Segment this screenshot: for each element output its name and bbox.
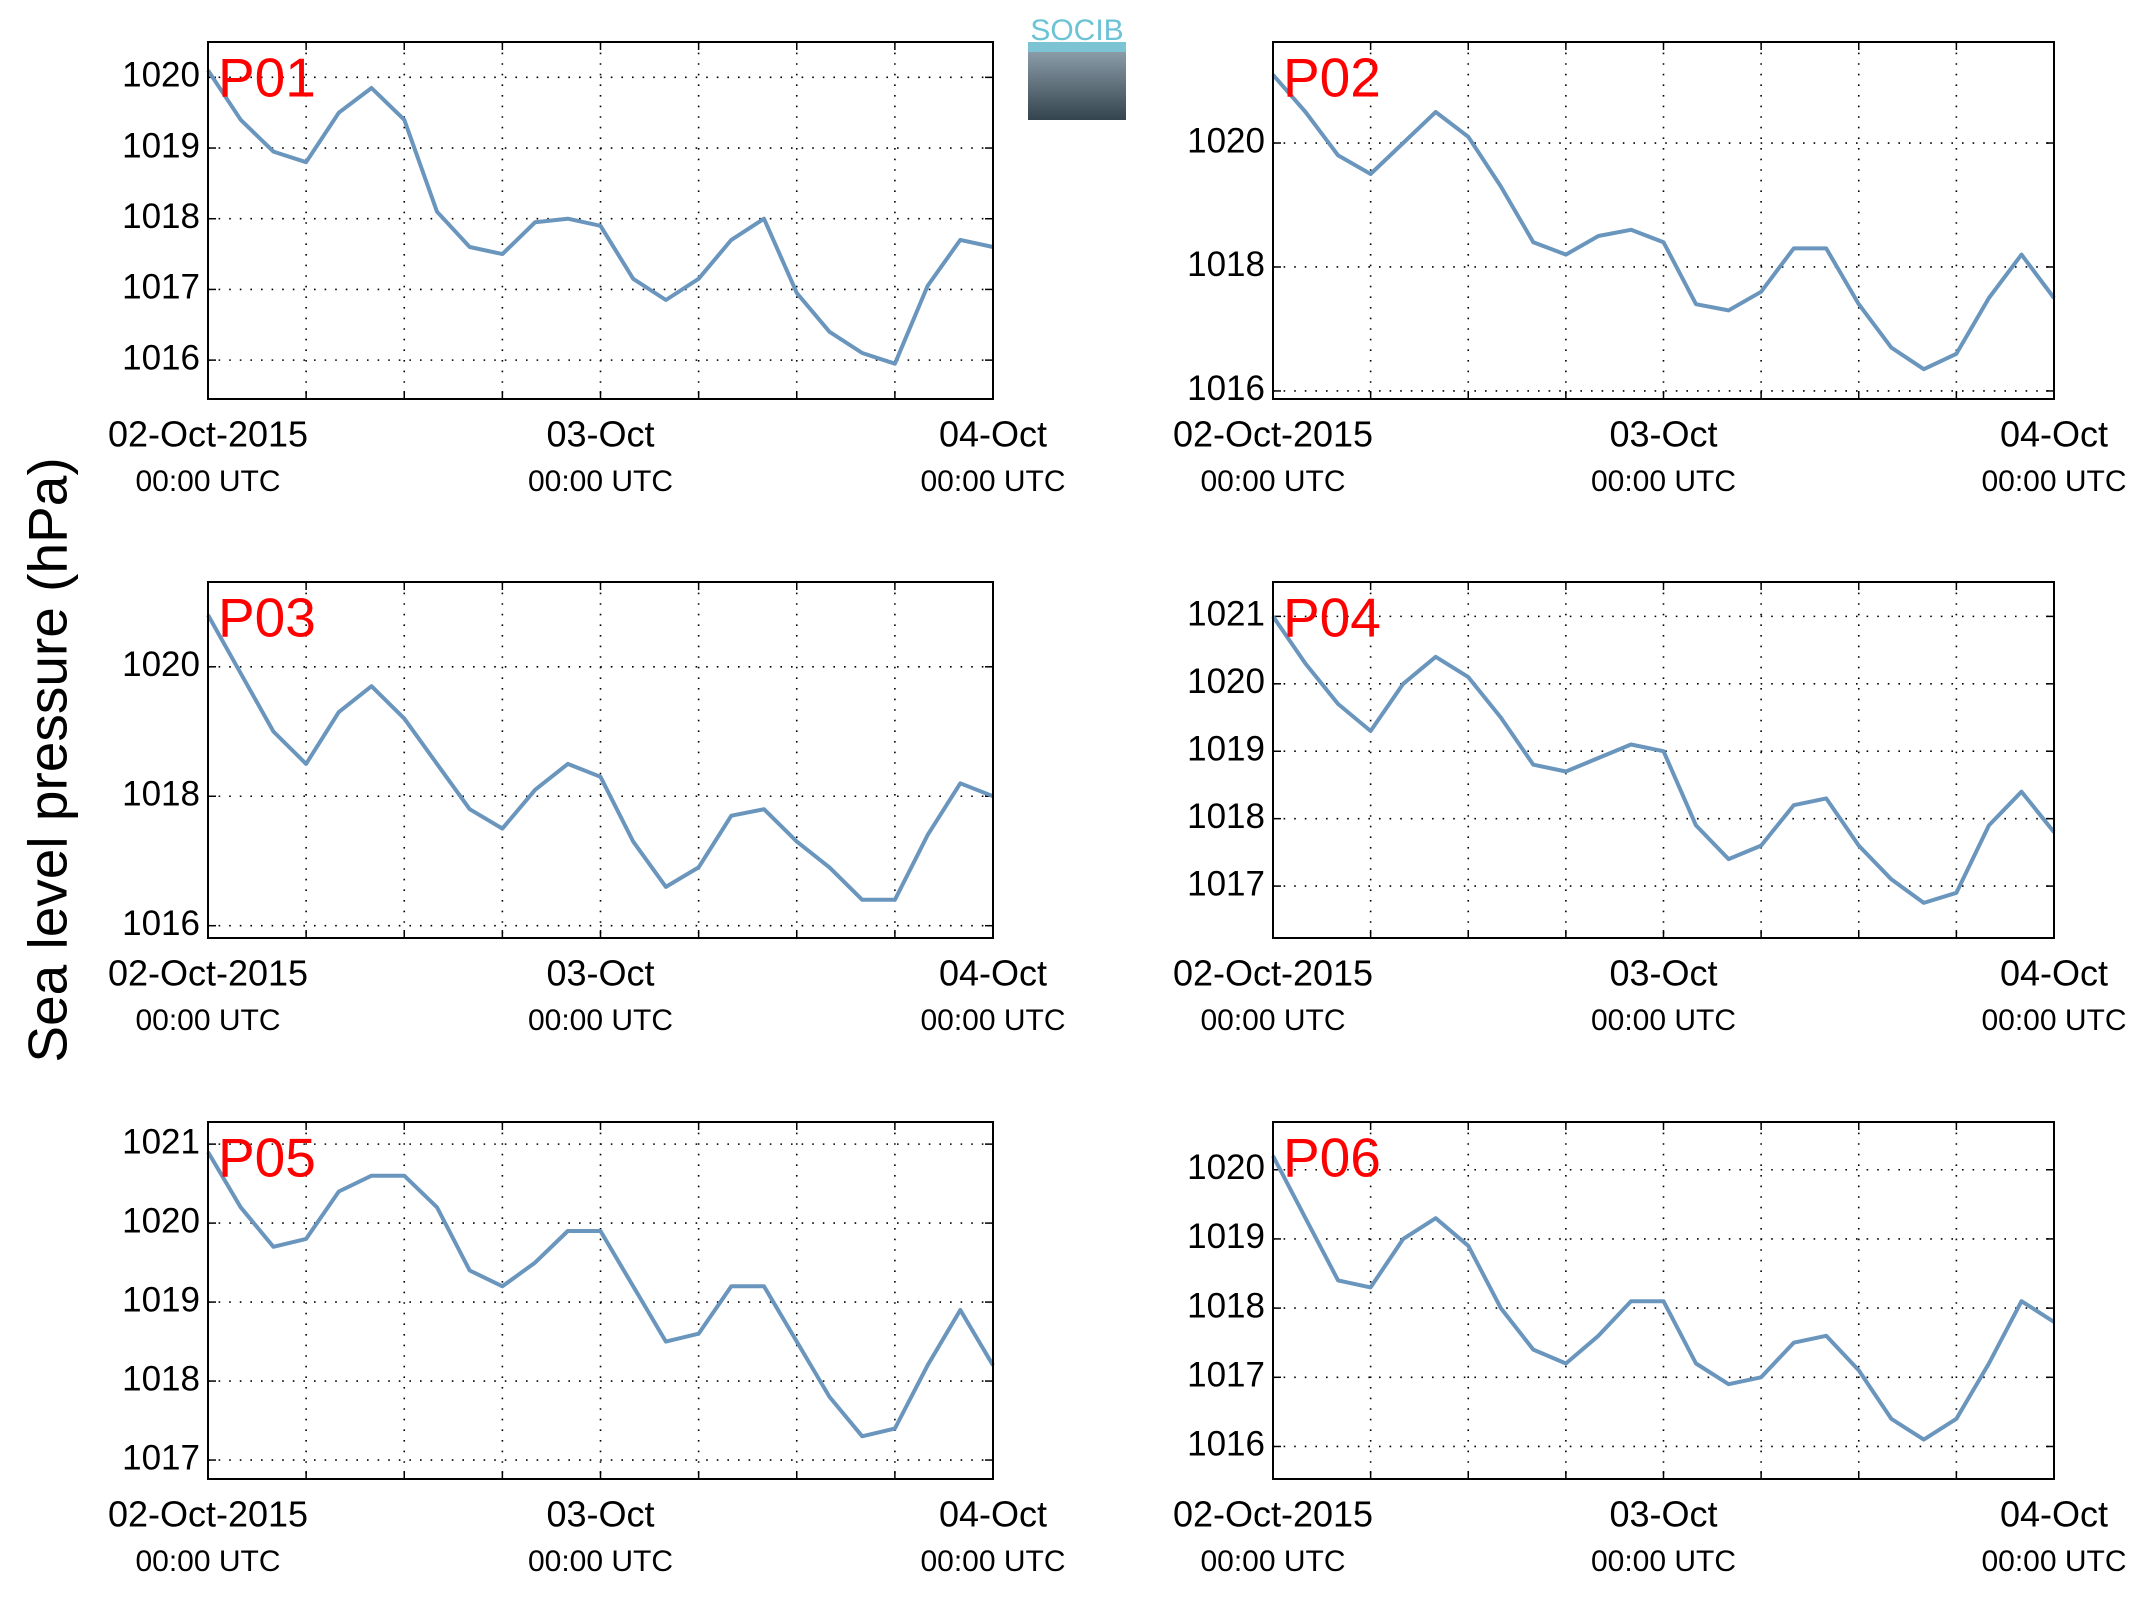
x-tick-label: 02-Oct-2015 (108, 1494, 308, 1535)
x-tick-label: 04-Oct (2000, 953, 2108, 994)
x-tick-label: 04-Oct (2000, 414, 2108, 455)
y-tick-label: 1021 (1187, 595, 1265, 634)
y-tick-label: 1019 (1187, 1217, 1265, 1256)
subplot: 1016 1017 1018 1019 1020 02-Oct-2015 00:00 UTC… (108, 41, 1066, 498)
x-tick-sublabel: 00:00 UTC (528, 1004, 673, 1037)
x-tick-sublabel: 00:00 UTC (1200, 1545, 1345, 1578)
y-tick-label: 1017 (1187, 1356, 1265, 1395)
x-tick-label: 03-Oct (1609, 414, 1717, 455)
logo: SOCIB (1028, 14, 1126, 120)
x-tick-sublabel: 00:00 UTC (1591, 1004, 1736, 1037)
plot-frame (1272, 41, 2055, 400)
x-tick-label: 02-Oct-2015 (1173, 414, 1373, 455)
x-tick-label: 02-Oct-2015 (108, 953, 308, 994)
x-tick-label: 03-Oct (546, 414, 654, 455)
logo-text: SOCIB (1030, 14, 1123, 47)
y-tick-label: 1017 (1187, 864, 1265, 903)
x-tick-sublabel: 00:00 UTC (920, 1545, 1065, 1578)
plot-frame (207, 1121, 994, 1480)
subplot: 1016 1017 1018 1019 1020 02-Oct-2015 00:00 UTC… (1173, 1121, 2127, 1578)
y-tick-label: 1018 (1187, 1286, 1265, 1325)
logo-wave (1028, 42, 1126, 52)
y-tick-label: 1018 (122, 197, 200, 236)
y-axis-label: Sea level pressure (hPa) (17, 457, 79, 1062)
x-tick-sublabel: 00:00 UTC (1591, 465, 1736, 498)
plot-frame (1272, 1121, 2055, 1480)
y-tick-label: 1016 (122, 338, 200, 377)
x-tick-label: 04-Oct (939, 1494, 1047, 1535)
x-tick-label: 02-Oct-2015 (1173, 1494, 1373, 1535)
subplot-title: P01 (218, 47, 316, 109)
y-tick-label: 1018 (1187, 245, 1265, 284)
x-tick-sublabel: 00:00 UTC (1591, 1545, 1736, 1578)
plot-frame (1272, 581, 2055, 939)
y-tick-label: 1017 (122, 268, 200, 307)
subplot: 1016 1018 1020 02-Oct-2015 00:00 UTC 03-Oct 00… (108, 581, 1066, 1037)
x-tick-label: 03-Oct (1609, 953, 1717, 994)
x-tick-sublabel: 00:00 UTC (1981, 465, 2126, 498)
x-tick-sublabel: 00:00 UTC (135, 1004, 280, 1037)
x-tick-label: 04-Oct (939, 953, 1047, 994)
x-tick-sublabel: 00:00 UTC (528, 1545, 673, 1578)
x-tick-label: 04-Oct (939, 414, 1047, 455)
subplot-title: P02 (1283, 47, 1381, 109)
y-tick-label: 1020 (1187, 662, 1265, 701)
x-tick-label: 02-Oct-2015 (1173, 953, 1373, 994)
data-line (206, 614, 994, 902)
subplot: 1017 1018 1019 1020 1021 02-Oct-2015 00:00 UTC… (108, 1121, 1066, 1578)
y-tick-label: 1019 (122, 1280, 200, 1319)
y-tick-label: 1018 (1187, 797, 1265, 836)
x-tick-sublabel: 00:00 UTC (1200, 465, 1345, 498)
x-tick-sublabel: 00:00 UTC (1981, 1004, 2126, 1037)
y-tick-label: 1020 (1187, 121, 1265, 160)
x-tick-label: 03-Oct (546, 953, 654, 994)
y-tick-label: 1018 (122, 774, 200, 813)
subplot: 1016 1018 1020 02-Oct-2015 00:00 UTC 03-Oct 00… (1173, 41, 2127, 498)
x-tick-label: 03-Oct (1609, 1494, 1717, 1535)
subplot-title: P03 (218, 587, 316, 649)
x-tick-sublabel: 00:00 UTC (528, 465, 673, 498)
subplot-title: P05 (218, 1127, 316, 1189)
x-tick-sublabel: 00:00 UTC (135, 1545, 280, 1578)
plot-frame (207, 581, 994, 939)
y-tick-label: 1019 (1187, 729, 1265, 768)
x-tick-sublabel: 00:00 UTC (920, 465, 1065, 498)
data-line (1271, 1154, 2056, 1442)
data-line (206, 1150, 995, 1439)
y-tick-label: 1020 (122, 1201, 200, 1240)
x-tick-sublabel: 00:00 UTC (1200, 1004, 1345, 1037)
data-line (1271, 73, 2056, 372)
y-tick-label: 1016 (1187, 369, 1265, 408)
x-tick-sublabel: 00:00 UTC (920, 1004, 1065, 1037)
x-tick-sublabel: 00:00 UTC (135, 465, 280, 498)
y-tick-label: 1016 (122, 904, 200, 943)
x-tick-sublabel: 00:00 UTC (1981, 1545, 2126, 1578)
y-tick-label: 1018 (122, 1359, 200, 1398)
data-line (206, 69, 994, 366)
data-line (1271, 615, 2056, 905)
y-tick-label: 1021 (122, 1122, 200, 1161)
y-tick-label: 1016 (1187, 1425, 1265, 1464)
y-tick-label: 1020 (122, 56, 200, 95)
x-tick-label: 04-Oct (2000, 1494, 2108, 1535)
x-tick-label: 02-Oct-2015 (108, 414, 308, 455)
y-tick-label: 1019 (122, 126, 200, 165)
x-tick-label: 03-Oct (546, 1494, 654, 1535)
y-tick-label: 1020 (1187, 1148, 1265, 1187)
subplot-title: P06 (1283, 1127, 1381, 1189)
subplot-title: P04 (1283, 587, 1381, 649)
y-tick-label: 1017 (122, 1438, 200, 1477)
plot-frame (207, 41, 994, 400)
logo-box (1028, 48, 1126, 120)
y-tick-label: 1020 (122, 645, 200, 684)
subplot: 1017 1018 1019 1020 1021 02-Oct-2015 00:00 UTC… (1173, 581, 2127, 1037)
